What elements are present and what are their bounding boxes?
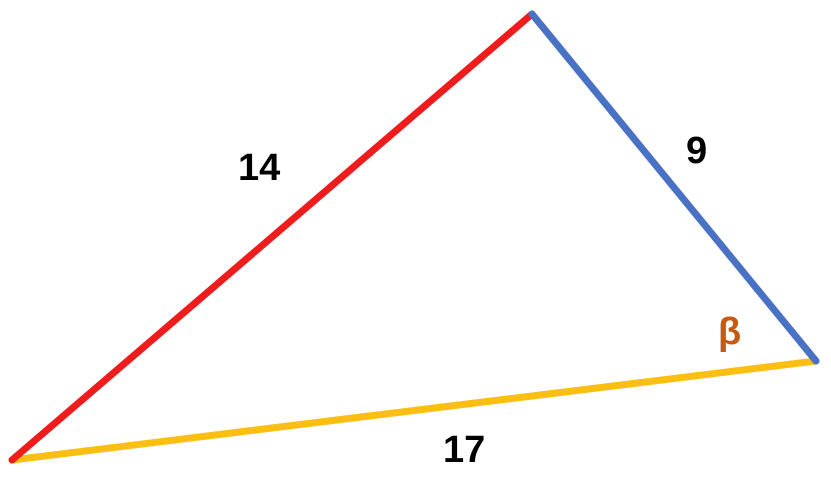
side-right-label: 9 — [686, 130, 707, 172]
angle-beta-label: β — [718, 311, 741, 353]
side-bottom-line — [8, 357, 820, 464]
side-left-line — [8, 10, 536, 464]
side-right-line — [528, 10, 820, 365]
side-bottom-label: 17 — [443, 429, 485, 471]
side-left-label: 14 — [238, 147, 280, 189]
